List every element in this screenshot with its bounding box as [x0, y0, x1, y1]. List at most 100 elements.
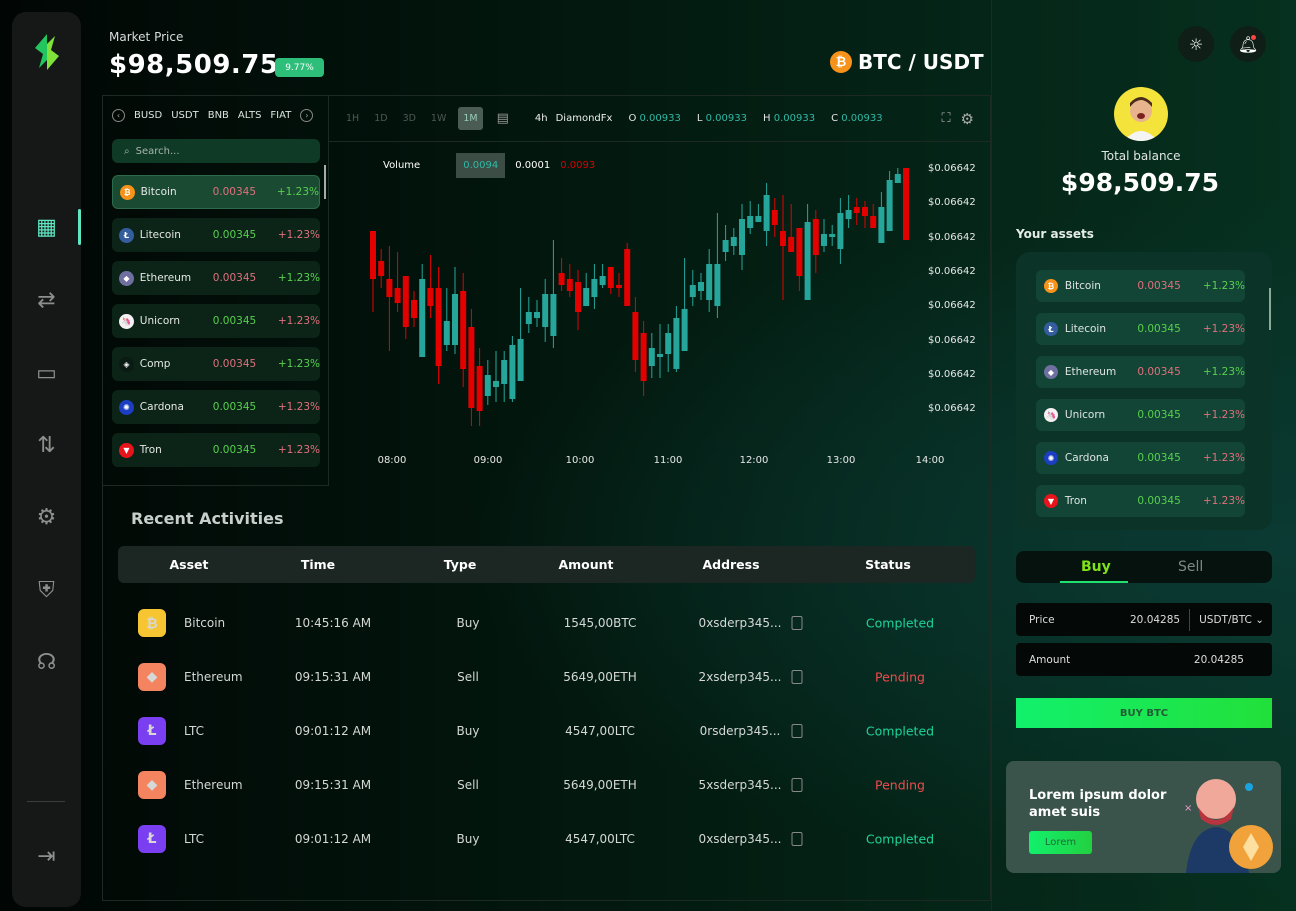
chevron-left-icon[interactable]: ‹	[112, 109, 125, 122]
app-logo[interactable]	[29, 32, 65, 72]
coin-row[interactable]: ✺ Cardona 0.00345 +1.23%	[112, 390, 320, 424]
candle-body	[411, 300, 417, 318]
candle-body	[648, 348, 655, 366]
table-row[interactable]: ₿ Bitcoin 10:45:16 AM Buy 1545,00BTC 0xs…	[118, 608, 975, 638]
candle	[550, 240, 557, 348]
timeframe-1w[interactable]: 1W	[430, 113, 447, 124]
copy-icon[interactable]	[791, 616, 803, 630]
candle	[657, 324, 663, 378]
asset-change: +1.23%	[1202, 452, 1245, 464]
tab-usdt[interactable]: USDT	[171, 110, 199, 121]
tab-busd[interactable]: BUSD	[134, 110, 163, 121]
promo-button[interactable]: Lorem	[1029, 831, 1092, 854]
asset-price: 0.00345	[1137, 366, 1181, 378]
coin-name: Tron	[139, 444, 162, 456]
sidebar: ▦ ⇄ ▭ ⇅ ⚙ ⛨ ☊ ⇥	[12, 12, 81, 907]
coin-name: Cardona	[139, 401, 184, 413]
pair-select[interactable]: USDT/BTC ⌄	[1199, 613, 1264, 626]
asset-price: 0.00345	[1137, 280, 1181, 292]
coin-row[interactable]: ▼ Tron 0.00345 +1.23%	[112, 433, 320, 467]
theme-toggle-button[interactable]: ☼	[1178, 26, 1214, 62]
y-tick-label: $0.06642	[928, 231, 976, 243]
asset-row[interactable]: ✺ Cardona 0.00345 +1.23%	[1036, 442, 1245, 474]
buy-btc-button[interactable]: BUY BTC	[1016, 698, 1272, 728]
time: 10:45:16 AM	[294, 616, 372, 630]
table-row[interactable]: ◆ Ethereum 09:15:31 AM Sell 5649,00ETH 5…	[118, 770, 975, 800]
interval[interactable]: 4h	[534, 113, 548, 124]
copy-icon[interactable]	[791, 832, 803, 846]
asset-row[interactable]: 🦄 Unicorn 0.00345 +1.23%	[1036, 399, 1245, 431]
candle	[780, 195, 786, 300]
candle-body	[665, 333, 672, 354]
asset-row[interactable]: ◆ Ethereum 0.00345 +1.23%	[1036, 356, 1245, 388]
tab-buy[interactable]: Buy	[1081, 559, 1111, 575]
settings-icon[interactable]: ⚙	[960, 109, 974, 128]
copy-icon[interactable]	[791, 778, 803, 792]
amount-field[interactable]: Amount 20.04285	[1016, 643, 1272, 676]
tab-fiat[interactable]: FIAT	[270, 110, 292, 121]
asset-row[interactable]: ₿ Bitcoin 0.00345 +1.23%	[1036, 270, 1245, 302]
right-panel	[991, 0, 1296, 911]
avatar[interactable]	[1114, 87, 1168, 141]
coin-row[interactable]: 🦄 Unicorn 0.00345 +1.23%	[112, 304, 320, 338]
type: Buy	[456, 832, 480, 846]
trading-pair[interactable]: ₿ BTC / USDT	[830, 50, 984, 74]
copy-icon[interactable]	[791, 670, 803, 684]
asset-change: +1.23%	[1202, 409, 1245, 421]
candle-body	[476, 366, 483, 411]
asset-name: Unicorn	[1064, 409, 1106, 421]
coin-change: +1.23%	[277, 229, 320, 241]
timeframe-3d[interactable]: 3D	[402, 113, 416, 124]
table-row[interactable]: Ł LTC 09:01:12 AM Buy 4547,00LTC 0rsderp…	[118, 716, 975, 746]
timeframe-1m[interactable]: 1M	[458, 107, 483, 130]
ohlc-open: O 0.00933	[628, 113, 681, 124]
status: Completed	[865, 831, 935, 847]
search-input[interactable]: ⌕ Search...	[112, 139, 320, 163]
nav-support[interactable]: ☊	[12, 644, 81, 680]
assets-scrollbar[interactable]	[1269, 288, 1271, 330]
calendar-icon[interactable]: ▤	[496, 111, 509, 126]
coin-row[interactable]: ₿ Bitcoin 0.00345 +1.23%	[112, 175, 320, 209]
bitcoin-icon: ₿	[120, 184, 135, 200]
asset-row[interactable]: ▼ Tron 0.00345 +1.23%	[1036, 485, 1245, 517]
asset-change: +1.23%	[1202, 280, 1245, 292]
asset-row[interactable]: Ł Litecoin 0.00345 +1.23%	[1036, 313, 1245, 345]
logout-button[interactable]: ⇥	[12, 838, 81, 874]
list-scrollbar[interactable]	[324, 165, 326, 199]
candle-body	[525, 312, 532, 324]
nav-dashboard[interactable]: ▦	[12, 209, 81, 245]
notification-dot	[1251, 35, 1256, 40]
coin-row[interactable]: ◆ Ethereum 0.00345 +1.23%	[112, 261, 320, 295]
col-amount: Amount	[558, 557, 614, 572]
tab-sell[interactable]: Sell	[1178, 559, 1204, 575]
coin-row[interactable]: Ł Litecoin 0.00345 +1.23%	[112, 218, 320, 252]
candle	[599, 264, 606, 288]
amount: 5649,00ETH	[563, 670, 637, 684]
copy-icon[interactable]	[791, 724, 803, 738]
timeframe-1h[interactable]: 1H	[346, 113, 360, 124]
address: 0rsderp345...	[699, 724, 781, 738]
ohlc-close: C 0.00933	[831, 113, 883, 124]
candle	[648, 333, 655, 378]
price-field[interactable]: Price 20.04285 USDT/BTC ⌄	[1016, 603, 1272, 636]
timeframe-1d[interactable]: 1D	[374, 113, 388, 124]
nav-security[interactable]: ⛨	[12, 572, 81, 608]
fullscreen-icon[interactable]: ⛶	[941, 111, 951, 126]
candle	[632, 297, 639, 372]
tab-alts[interactable]: ALTS	[237, 110, 262, 121]
notifications-button[interactable]: 🔔︎	[1230, 26, 1266, 62]
nav-settings[interactable]: ⚙	[12, 499, 81, 535]
chevron-right-icon[interactable]: ›	[300, 109, 314, 122]
candle	[534, 300, 540, 327]
nav-transfer[interactable]: ⇄	[12, 282, 81, 318]
candle	[476, 348, 483, 426]
nav-wallet[interactable]: ▭	[12, 355, 81, 391]
candle-body	[616, 285, 622, 288]
candlestick-chart[interactable]: Volume 0.0094 0.0001 0.0093 $0.06642 $0.0…	[329, 143, 990, 486]
coin-row[interactable]: ◈ Comp 0.00345 +1.23%	[112, 347, 320, 381]
table-row[interactable]: ◆ Ethereum 09:15:31 AM Sell 5649,00ETH 2…	[118, 662, 975, 692]
search-placeholder: Search...	[135, 145, 180, 157]
nav-exchange[interactable]: ⇅	[12, 427, 81, 463]
tab-bnb[interactable]: BNB	[207, 110, 229, 121]
table-row[interactable]: Ł LTC 09:01:12 AM Buy 4547,00LTC 0xsderp…	[118, 824, 975, 854]
